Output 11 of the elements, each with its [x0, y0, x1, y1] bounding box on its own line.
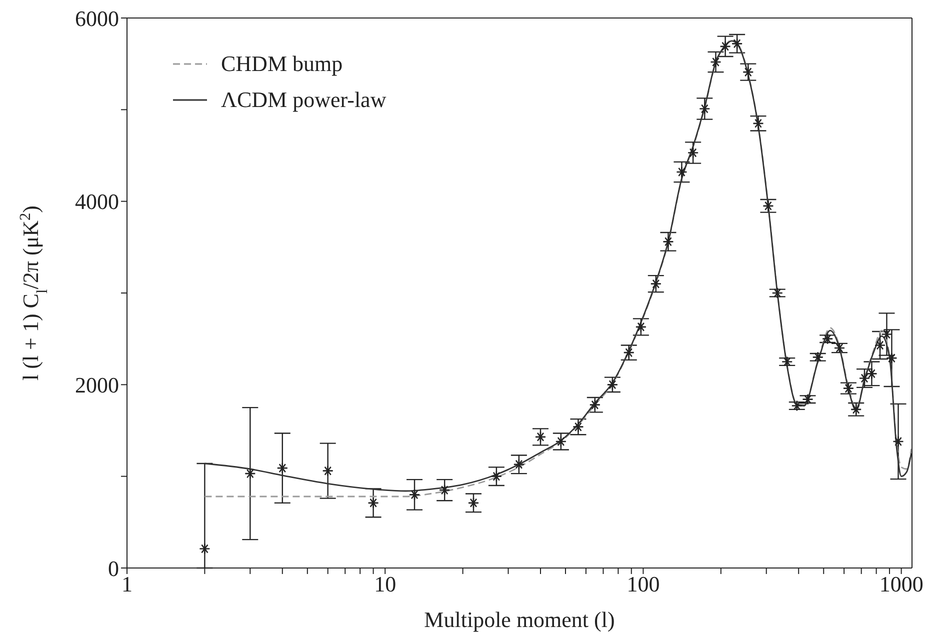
y-tick-label: 2000	[75, 372, 119, 398]
y-tick-label: 0	[108, 556, 119, 581]
y-tick-label: 6000	[75, 6, 119, 31]
x-tick-label: 100	[626, 572, 660, 597]
legend-label: CHDM bump	[221, 51, 343, 77]
y-tick-label: 4000	[75, 189, 119, 214]
x-tick-label: 1	[122, 572, 132, 597]
legend-label: ΛCDM power-law	[221, 87, 386, 113]
x-tick-label: 1000	[879, 572, 924, 597]
x-axis-title: Multipole moment (l)	[424, 607, 615, 632]
x-tick-label: 10	[374, 572, 396, 597]
